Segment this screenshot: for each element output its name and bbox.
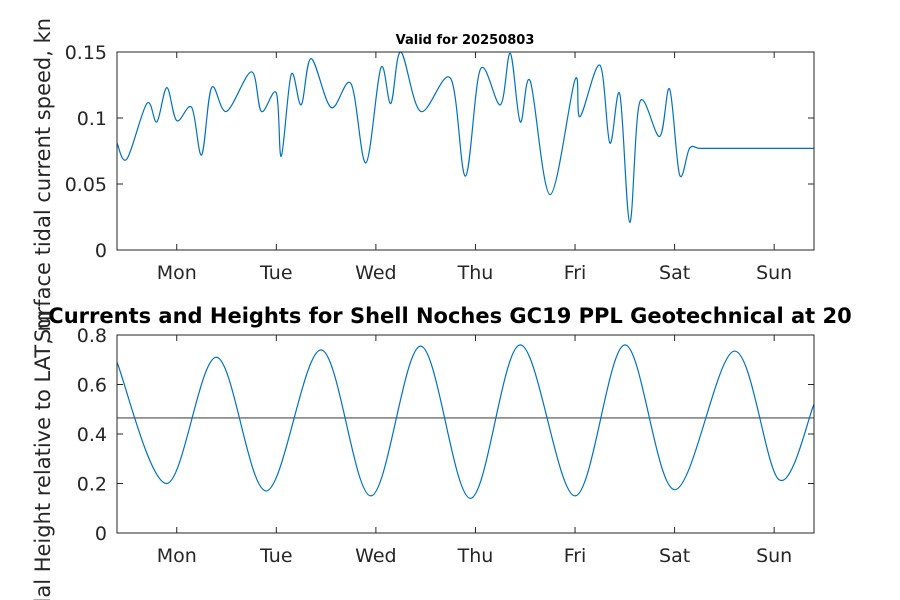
- height-xtick-label: Tue: [259, 545, 292, 567]
- height-xtick-label: Sun: [756, 545, 792, 567]
- height-xtick-label: Thu: [457, 545, 494, 567]
- current-xtick-label: Fri: [564, 262, 587, 284]
- chart-title-mid: Currents and Heights for Shell Noches GC…: [48, 304, 851, 328]
- axes-box-bottom: [116, 334, 815, 534]
- height-xtick-label: Fri: [564, 545, 587, 567]
- tidal-height-axes: Currents and Heights for Shell Noches GC…: [31, 304, 852, 600]
- current-ytick-label: 0.05: [65, 174, 107, 196]
- current-series-line: [116, 51, 815, 223]
- current-xtick-label: Sat: [659, 262, 690, 284]
- height-series-line: [116, 344, 815, 499]
- height-ytick-label: 0.6: [77, 375, 107, 397]
- height-xtick-label: Sat: [659, 545, 690, 567]
- axes-box-top: [116, 51, 815, 251]
- current-ytick-label: 0.15: [65, 42, 107, 64]
- height-xtick-label: Mon: [157, 545, 197, 567]
- height-ytick-label: 0.2: [77, 474, 107, 496]
- height-ytick-label: 0.4: [77, 424, 107, 446]
- y-axis-label-current: Surface tidal current speed, kn: [31, 18, 55, 342]
- current-ytick-label: 0.1: [77, 108, 107, 130]
- y-axis-label-height: Tidal Height relative to LAT, m: [31, 311, 55, 600]
- height-ytick-label: 0.8: [77, 325, 107, 347]
- current-xtick-label: Thu: [457, 262, 494, 284]
- height-ytick-label: 0: [95, 523, 107, 545]
- current-xtick-label: Sun: [756, 262, 792, 284]
- current-speed-axes: Valid for 20250803 Surface tidal current…: [31, 18, 815, 342]
- height-xtick-label: Wed: [355, 545, 396, 567]
- current-xtick-label: Mon: [157, 262, 197, 284]
- current-xtick-label: Tue: [259, 262, 292, 284]
- chart-title-top: Valid for 20250803: [396, 33, 535, 48]
- current-xtick-label: Wed: [355, 262, 396, 284]
- current-ytick-label: 0: [95, 240, 107, 262]
